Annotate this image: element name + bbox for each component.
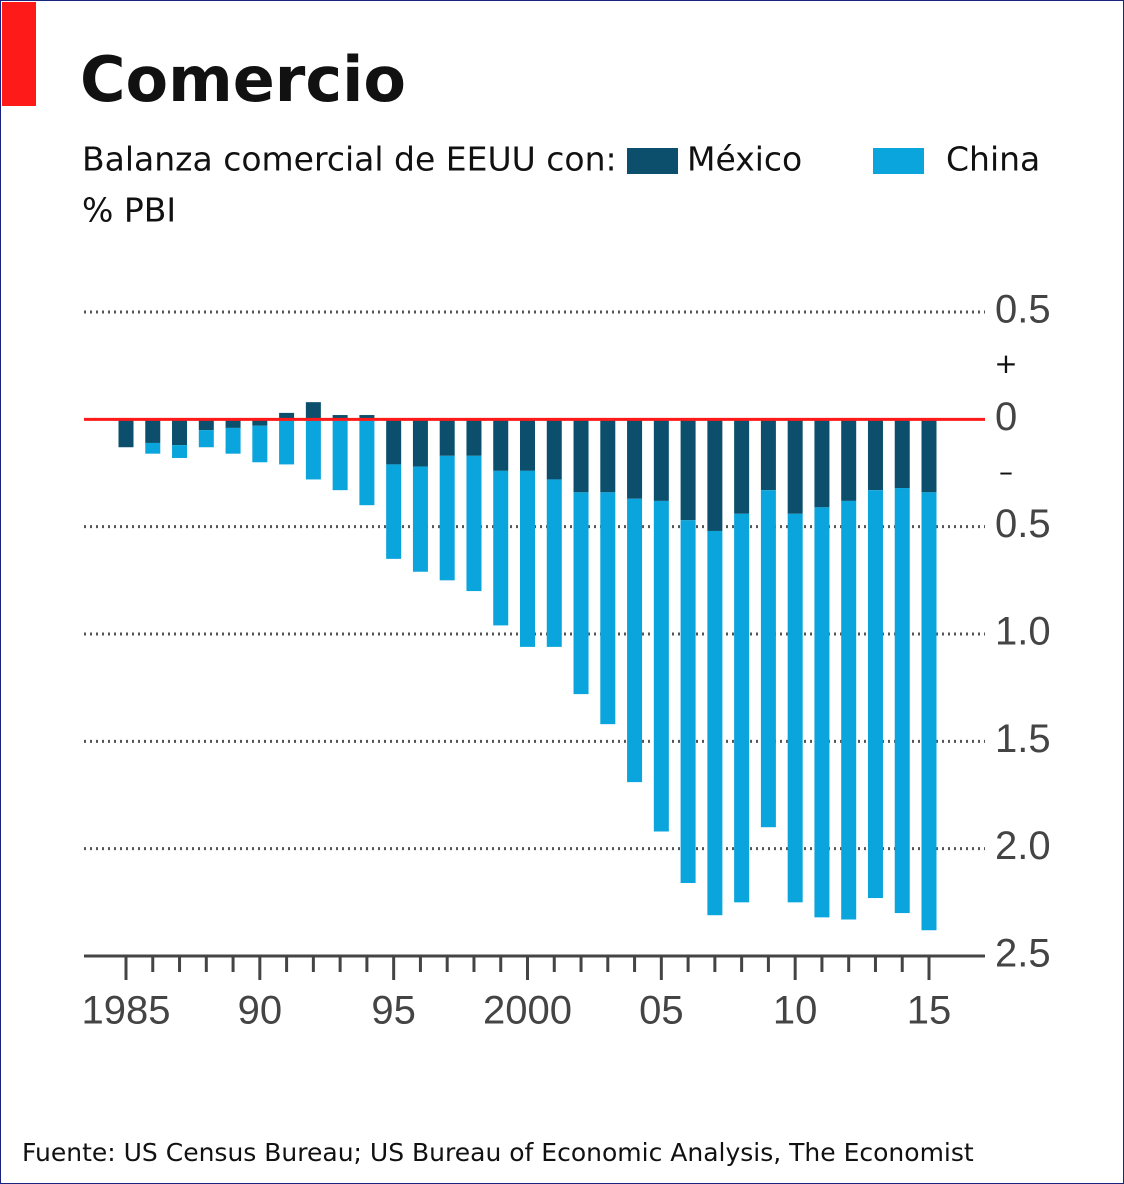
bar (680, 419, 696, 521)
bar (493, 419, 509, 471)
bar (305, 419, 321, 480)
bar (707, 419, 723, 531)
bar (198, 430, 214, 448)
x-tick-label: 95 (371, 989, 416, 1033)
bar (760, 419, 776, 491)
bar (198, 419, 214, 431)
bar (867, 490, 883, 899)
x-tick-label: 90 (238, 989, 283, 1033)
y-tick-label: 0.5 (995, 502, 1051, 546)
bar (653, 500, 669, 832)
bar (707, 530, 723, 916)
chart-title: Comercio (80, 43, 406, 116)
bar (386, 464, 402, 559)
bar (466, 419, 482, 456)
bar (653, 419, 669, 501)
bar (600, 492, 616, 725)
x-tick-label: 2000 (483, 989, 572, 1033)
y-tick-label: 1.5 (995, 717, 1051, 761)
bar (814, 507, 830, 918)
x-tick-label: 05 (639, 989, 684, 1033)
bar (359, 419, 375, 506)
bar (332, 419, 348, 491)
bar (172, 445, 188, 458)
source: Fuente: US Census Bureau; US Bureau of E… (22, 1138, 974, 1167)
bar (145, 442, 161, 454)
bar (118, 419, 134, 448)
y-tick-label: 0 (995, 395, 1017, 439)
bar (841, 419, 857, 501)
legend-label: México (687, 140, 802, 179)
bar (867, 419, 883, 491)
bar (760, 490, 776, 828)
bar (493, 470, 509, 626)
y-tick-label: 2.0 (995, 824, 1051, 868)
bar (172, 419, 188, 446)
bar (787, 513, 803, 903)
bar (386, 419, 402, 465)
bar (412, 419, 428, 467)
bar (787, 419, 803, 514)
bar (145, 419, 161, 443)
bar (600, 419, 616, 493)
y-tick-label: 0.5 (995, 288, 1051, 332)
bar (894, 419, 910, 489)
bar (252, 419, 268, 426)
bar (921, 492, 937, 931)
bar (573, 492, 589, 695)
x-tick-label: 10 (773, 989, 818, 1033)
bar (734, 419, 750, 514)
bar (520, 470, 535, 647)
bar (627, 419, 643, 499)
bar (332, 415, 348, 420)
bar (841, 500, 857, 920)
bar (225, 427, 241, 454)
accent-bar (2, 2, 36, 106)
bar (225, 419, 241, 428)
annotation: + (994, 347, 1017, 380)
legend-swatch (627, 148, 678, 174)
chart-subtitle: Balanza comercial de EEUU con: (82, 140, 617, 179)
bar (279, 419, 295, 465)
bar (359, 415, 375, 420)
bar (439, 419, 455, 456)
y-tick-label: 2.5 (995, 932, 1051, 976)
x-tick-label: 15 (907, 989, 952, 1033)
bar (252, 425, 268, 463)
legend-swatch (873, 148, 924, 174)
bar (546, 479, 562, 647)
y-tick-label: 1.0 (995, 610, 1051, 654)
bar (680, 520, 696, 884)
bar (439, 455, 455, 581)
annotation: – (999, 455, 1013, 488)
bar (279, 412, 295, 420)
bar (894, 488, 910, 914)
bar (546, 419, 562, 480)
unit-label: % PBI (82, 191, 176, 230)
bar (520, 419, 535, 471)
bar (305, 402, 321, 420)
bar (814, 419, 830, 508)
bar (627, 498, 643, 783)
bar (412, 466, 428, 572)
x-tick-label: 1985 (82, 989, 171, 1033)
bar (734, 513, 750, 903)
bar (573, 419, 589, 493)
bar (466, 455, 482, 592)
bar (921, 419, 937, 493)
legend-label: China (946, 140, 1040, 179)
